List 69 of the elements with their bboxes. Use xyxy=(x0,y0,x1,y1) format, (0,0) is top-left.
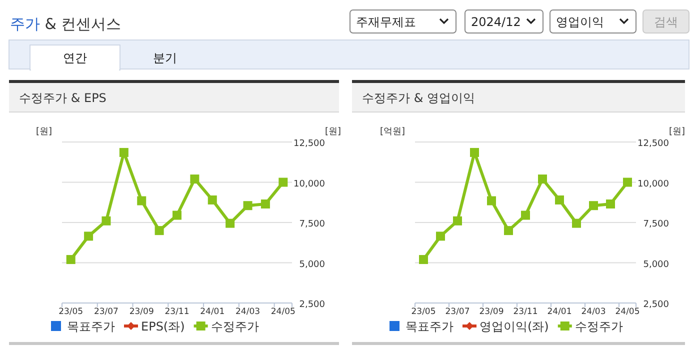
point xyxy=(470,148,479,157)
point xyxy=(572,218,581,228)
y2-axis-title: [원] xyxy=(668,127,685,137)
point xyxy=(208,195,217,204)
text: 주재무제표 xyxy=(356,15,416,29)
x-tick-label: 24/01 xyxy=(200,307,225,317)
point xyxy=(436,232,445,241)
y2-tick-label: 10,000 xyxy=(294,179,326,190)
x-tick-label: 23/05 xyxy=(411,307,436,317)
point xyxy=(154,226,164,236)
y2-tick-label: 2,500 xyxy=(643,300,670,310)
y2-tick-label: 5,000 xyxy=(299,260,326,270)
x-tick-label: 23/07 xyxy=(94,307,118,317)
x-tick-label: 24/01 xyxy=(547,307,572,317)
y2-axis-title: [원] xyxy=(324,127,341,137)
legend-label: EPS(좌) xyxy=(141,320,185,334)
y2-tick-label: 12,500 xyxy=(294,139,326,149)
y2-tick-label: 12,500 xyxy=(638,139,670,149)
chart-title: 수정주가 & 영업이익 xyxy=(362,91,475,105)
x-tick-label: 23/11 xyxy=(513,307,538,317)
point xyxy=(589,201,598,210)
x-tick-label: 23/09 xyxy=(479,307,504,317)
point xyxy=(226,218,235,228)
point xyxy=(521,210,530,220)
point xyxy=(623,178,632,187)
chart-title: 수정주가 & EPS xyxy=(19,91,106,105)
y2-tick-label: 5,000 xyxy=(643,260,670,270)
y2-tick-label: 7,500 xyxy=(299,220,326,230)
point xyxy=(137,196,146,206)
text: 영업이익 xyxy=(556,15,604,29)
text: 연간 xyxy=(63,51,87,65)
point xyxy=(487,196,496,206)
point xyxy=(419,255,428,264)
x-tick-label: 23/09 xyxy=(129,307,154,317)
x-tick-label: 24/03 xyxy=(236,307,260,317)
point xyxy=(84,232,94,241)
legend-label: 목표주가 xyxy=(67,320,115,334)
legend-label: 목표주가 xyxy=(406,320,454,334)
point xyxy=(504,226,513,236)
legend-label: 수정주가 xyxy=(210,320,259,334)
legend-label: 영업이익(좌) xyxy=(480,320,549,334)
point xyxy=(260,199,270,208)
x-tick-label: 24/05 xyxy=(615,307,640,317)
text: 2024/12 xyxy=(471,15,521,29)
x-tick-label: 23/11 xyxy=(164,307,190,317)
y2-tick-label: 10,000 xyxy=(638,179,670,190)
point xyxy=(190,174,200,184)
x-tick-label: 24/05 xyxy=(270,307,296,317)
y2-tick-label: 2,500 xyxy=(299,300,326,310)
text: 주가 & 컨센서스 xyxy=(10,15,122,33)
x-tick-label: 23/07 xyxy=(445,307,470,317)
x-tick-label: 23/05 xyxy=(58,307,84,317)
point xyxy=(555,195,564,204)
point xyxy=(243,201,252,210)
y2-tick-label: 7,500 xyxy=(643,220,670,230)
text: 분기 xyxy=(153,51,177,65)
point xyxy=(453,216,462,226)
x-tick-label: 24/03 xyxy=(581,307,606,317)
text: 검색 xyxy=(654,15,678,29)
point xyxy=(66,255,76,264)
point xyxy=(538,174,547,184)
point xyxy=(119,148,128,157)
point xyxy=(102,216,111,226)
y-axis-title: [억원] xyxy=(380,127,405,137)
legend-label: 수정주가 xyxy=(574,320,623,334)
point xyxy=(606,199,615,208)
point xyxy=(172,210,182,220)
y-axis-title: [원] xyxy=(36,127,52,137)
point xyxy=(278,178,288,187)
